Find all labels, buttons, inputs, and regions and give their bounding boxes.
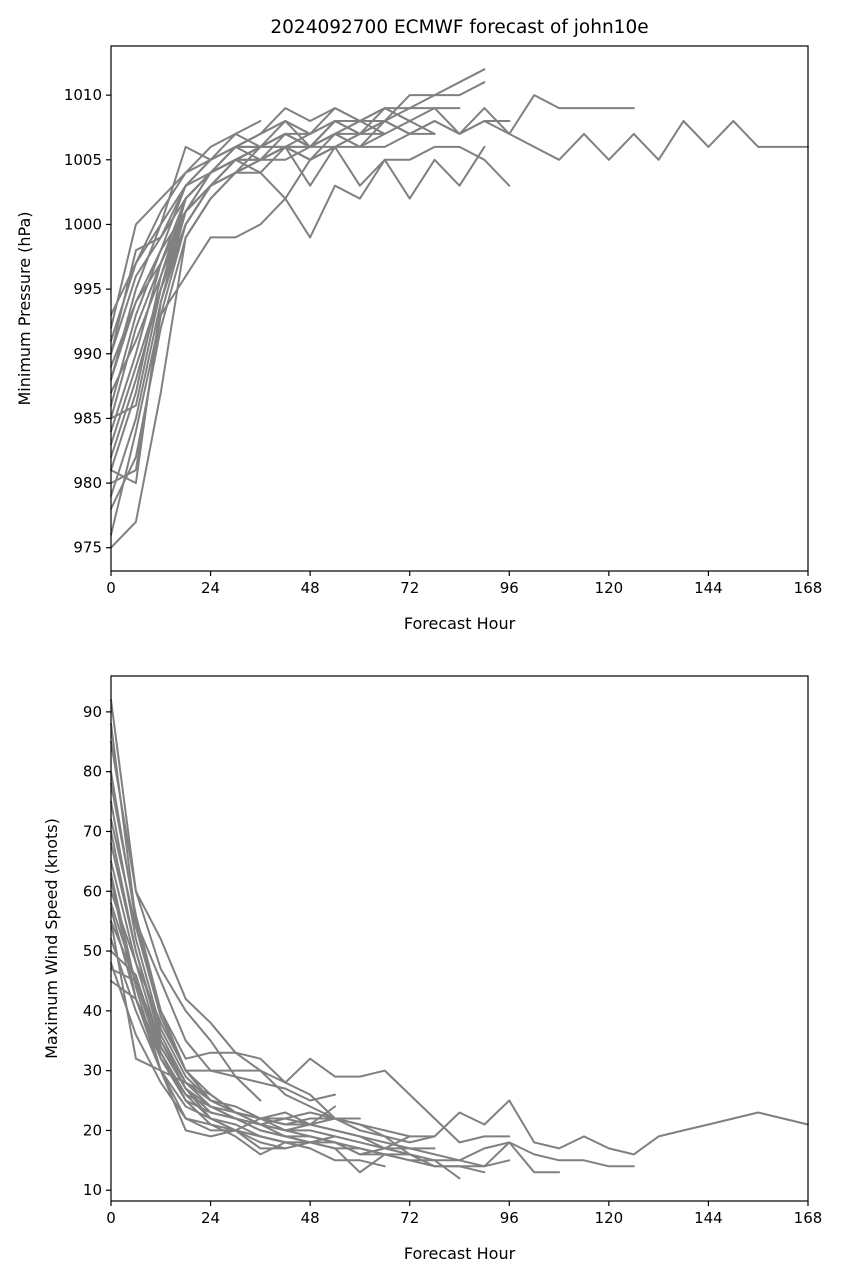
wind-x-tick-label: 0 — [106, 1209, 116, 1227]
wind-ensemble-line — [110, 818, 411, 1138]
pressure-y-tick-label: 980 — [73, 474, 102, 492]
pressure-y-tick-label: 1010 — [64, 86, 102, 104]
wind-y-tick-label: 30 — [83, 1062, 102, 1080]
pressure-ensemble-line — [110, 132, 312, 355]
pressure-x-tick-label: 120 — [595, 579, 624, 597]
pressure-ensemble-line — [110, 120, 436, 407]
pressure-y-axis-label: Minimum Pressure (hPa) — [15, 212, 34, 406]
pressure-ensemble-line — [110, 132, 386, 472]
pressure-x-tick-label: 72 — [400, 579, 419, 597]
wind-x-tick-label: 24 — [201, 1209, 220, 1227]
wind-y-tick-label: 60 — [83, 882, 102, 900]
wind-axes-ticks: 0 24 48 72 96 120 144 168 10 20 30 40 50 60 70 80 90 — [83, 703, 822, 1227]
wind-ensemble-line — [110, 878, 436, 1156]
pressure-ensemble-line — [110, 94, 635, 420]
wind-ensemble-line — [110, 980, 287, 1150]
wind-y-tick-label: 20 — [83, 1121, 102, 1139]
wind-y-tick-label: 80 — [83, 763, 102, 781]
pressure-x-tick-label: 24 — [201, 579, 220, 597]
wind-x-tick-label: 120 — [595, 1209, 624, 1227]
pressure-y-tick-label: 985 — [73, 409, 102, 427]
pressure-ensemble-line — [110, 145, 486, 485]
wind-plot-frame — [110, 675, 809, 1202]
pressure-x-tick-label: 168 — [794, 579, 823, 597]
pressure-chart: 0 24 48 72 96 120 144 168 975 980 985 990 995 1000 100… — [15, 45, 823, 633]
pressure-ensemble-line — [110, 120, 262, 381]
wind-series-group — [110, 698, 809, 1180]
pressure-x-tick-label: 144 — [694, 579, 723, 597]
pressure-x-tick-label: 0 — [106, 579, 116, 597]
wind-ensemble-line — [110, 800, 436, 1150]
wind-x-tick-label: 144 — [694, 1209, 723, 1227]
pressure-y-tick-label: 1000 — [64, 215, 102, 233]
wind-y-tick-label: 70 — [83, 822, 102, 840]
wind-ensemble-line — [110, 782, 411, 1156]
wind-ensemble-line — [110, 890, 635, 1168]
wind-ensemble-line — [110, 830, 561, 1174]
wind-chart: 0 24 48 72 96 120 144 168 10 20 30 40 50 60 70 80 90 For… — [42, 675, 822, 1263]
wind-ensemble-line — [110, 968, 312, 1150]
pressure-ensemble-line — [110, 120, 336, 316]
wind-y-axis-label: Maximum Wind Speed (knots) — [42, 818, 61, 1059]
pressure-x-axis-label: Forecast Hour — [404, 614, 516, 633]
wind-x-axis-label: Forecast Hour — [404, 1244, 516, 1263]
wind-ensemble-line — [110, 920, 809, 1156]
pressure-axes-ticks: 0 24 48 72 96 120 144 168 975 980 985 990 995 1000 100… — [64, 86, 823, 597]
wind-y-tick-label: 50 — [83, 942, 102, 960]
wind-x-tick-label: 168 — [794, 1209, 823, 1227]
pressure-y-tick-label: 975 — [73, 539, 102, 557]
pressure-x-tick-label: 48 — [301, 579, 320, 597]
wind-x-tick-label: 48 — [301, 1209, 320, 1227]
wind-ensemble-line — [110, 908, 336, 1132]
wind-ensemble-line — [110, 860, 511, 1168]
pressure-ensemble-line — [110, 120, 386, 536]
wind-y-tick-label: 90 — [83, 703, 102, 721]
pressure-ensemble-line — [110, 145, 511, 459]
wind-ensemble-line — [110, 698, 511, 1144]
wind-y-tick-label: 10 — [83, 1181, 102, 1199]
wind-x-tick-label: 72 — [400, 1209, 419, 1227]
pressure-y-tick-label: 995 — [73, 280, 102, 298]
pressure-y-tick-label: 1005 — [64, 151, 102, 169]
wind-y-tick-label: 40 — [83, 1002, 102, 1020]
chart-title: 2024092700 ECMWF forecast of john10e — [270, 17, 648, 38]
pressure-ensemble-line — [110, 107, 361, 485]
wind-ensemble-line — [110, 902, 386, 1174]
pressure-plot-frame — [110, 45, 809, 572]
wind-x-tick-label: 96 — [500, 1209, 519, 1227]
wind-ensemble-line — [110, 722, 336, 1102]
wind-ensemble-line — [110, 962, 386, 1168]
pressure-y-tick-label: 990 — [73, 345, 102, 363]
pressure-series-group — [110, 68, 809, 549]
pressure-x-tick-label: 96 — [500, 579, 519, 597]
